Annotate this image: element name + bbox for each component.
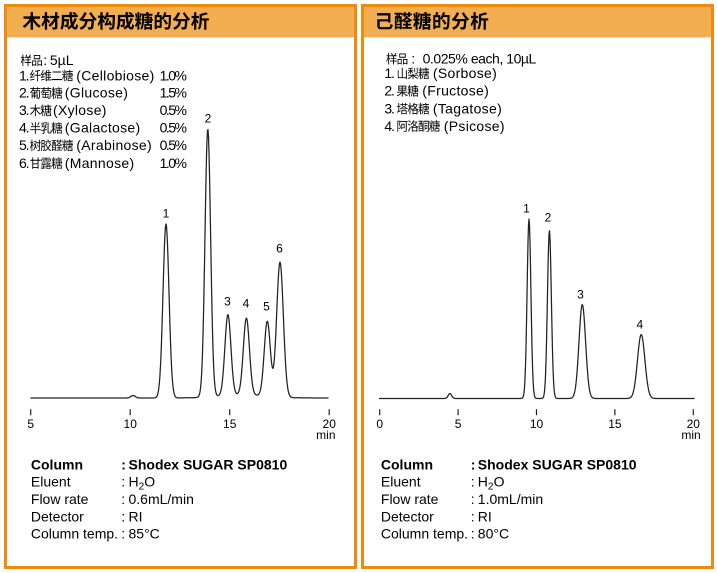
svg-text:1.0%: 1.0% [160,155,187,171]
svg-text:2.: 2. [384,83,394,99]
svg-text:4: 4 [636,318,643,332]
svg-text:(Mannose): (Mannose) [65,155,135,171]
svg-text:5.: 5. [19,137,29,153]
svg-text:Column temp.: Column temp. [381,526,468,542]
svg-text:Eluent: Eluent [381,474,421,490]
svg-text:3: 3 [224,295,231,309]
svg-text::: : [121,474,125,490]
svg-text:85°C: 85°C [129,526,160,542]
svg-text:5µL: 5µL [50,52,74,68]
svg-text::: : [471,474,475,490]
svg-text:Column temp.: Column temp. [31,526,118,542]
svg-text:H: H [129,474,139,490]
svg-text:0.5%: 0.5% [160,120,187,136]
svg-text:4.: 4. [384,118,394,134]
svg-text:20: 20 [687,417,701,431]
svg-text:Flow rate: Flow rate [381,491,439,507]
svg-text:0.6mL/min: 0.6mL/min [129,491,194,507]
svg-text:0: 0 [376,417,383,431]
svg-text:20: 20 [323,417,337,431]
svg-text:1.: 1. [384,65,394,81]
svg-text:1: 1 [163,207,170,221]
svg-text::: : [43,52,47,68]
svg-text:2.: 2. [19,85,29,101]
svg-text::: : [471,491,475,507]
svg-text::: : [471,456,476,472]
svg-text:H: H [478,474,488,490]
svg-text:15: 15 [608,417,622,431]
svg-text:(Arabinose): (Arabinose) [76,137,152,153]
svg-text:2: 2 [205,112,212,126]
svg-text:10: 10 [124,417,138,431]
svg-text:80°C: 80°C [478,526,509,542]
svg-text:Column: Column [381,456,433,472]
svg-text:5: 5 [263,300,270,314]
svg-text:Column: Column [31,456,83,472]
svg-text:2: 2 [488,482,494,493]
svg-text:2: 2 [139,482,145,493]
svg-text:6.: 6. [19,155,29,171]
svg-text::: : [121,491,125,507]
svg-text::: : [411,51,415,67]
svg-text:0.5%: 0.5% [160,102,187,118]
svg-text:4.: 4. [19,120,29,136]
svg-text:O: O [494,474,505,490]
svg-text:Flow rate: Flow rate [31,491,89,507]
svg-text:15: 15 [223,417,237,431]
svg-text:1.5%: 1.5% [160,85,187,101]
svg-text:5: 5 [27,417,34,431]
svg-text:3.: 3. [19,102,29,118]
svg-text:4: 4 [243,297,250,311]
svg-text:Shodex SUGAR SP0810: Shodex SUGAR SP0810 [478,456,637,472]
svg-text::: : [121,526,125,542]
svg-text:(Cellobiose): (Cellobiose) [76,67,154,83]
svg-text:RI: RI [129,508,143,524]
svg-text:(Glucose): (Glucose) [65,85,128,101]
svg-text:1: 1 [523,202,530,216]
svg-text:RI: RI [478,508,492,524]
svg-text:(Tagatose): (Tagatose) [433,100,502,116]
svg-text:min: min [681,428,700,442]
svg-text:1.0%: 1.0% [160,67,187,83]
svg-text:6: 6 [276,242,283,256]
svg-text:0.025% each, 10µL: 0.025% each, 10µL [423,51,537,67]
svg-text:(Xylose): (Xylose) [53,102,107,118]
svg-text:(Galactose): (Galactose) [65,120,141,136]
svg-text:Shodex SUGAR SP0810: Shodex SUGAR SP0810 [129,456,288,472]
svg-text:1.0mL/min: 1.0mL/min [478,491,543,507]
svg-text:(Sorbose): (Sorbose) [433,65,497,81]
svg-text:3.: 3. [384,100,394,116]
svg-text:0.5%: 0.5% [160,137,187,153]
svg-text::: : [121,456,126,472]
svg-text:Detector: Detector [381,508,434,524]
svg-text:10: 10 [530,417,544,431]
svg-text:(Psicose): (Psicose) [444,118,505,134]
svg-text:2: 2 [545,211,552,225]
svg-text:5: 5 [455,417,462,431]
svg-text:Eluent: Eluent [31,474,71,490]
svg-text:min: min [316,428,335,442]
svg-text::: : [471,526,475,542]
svg-text:(Fructose): (Fructose) [422,83,489,99]
svg-text::: : [471,508,475,524]
svg-text:3: 3 [577,288,584,302]
svg-text:1.: 1. [19,67,29,83]
svg-text:O: O [144,474,155,490]
svg-text:Detector: Detector [31,508,84,524]
svg-text::: : [121,508,125,524]
